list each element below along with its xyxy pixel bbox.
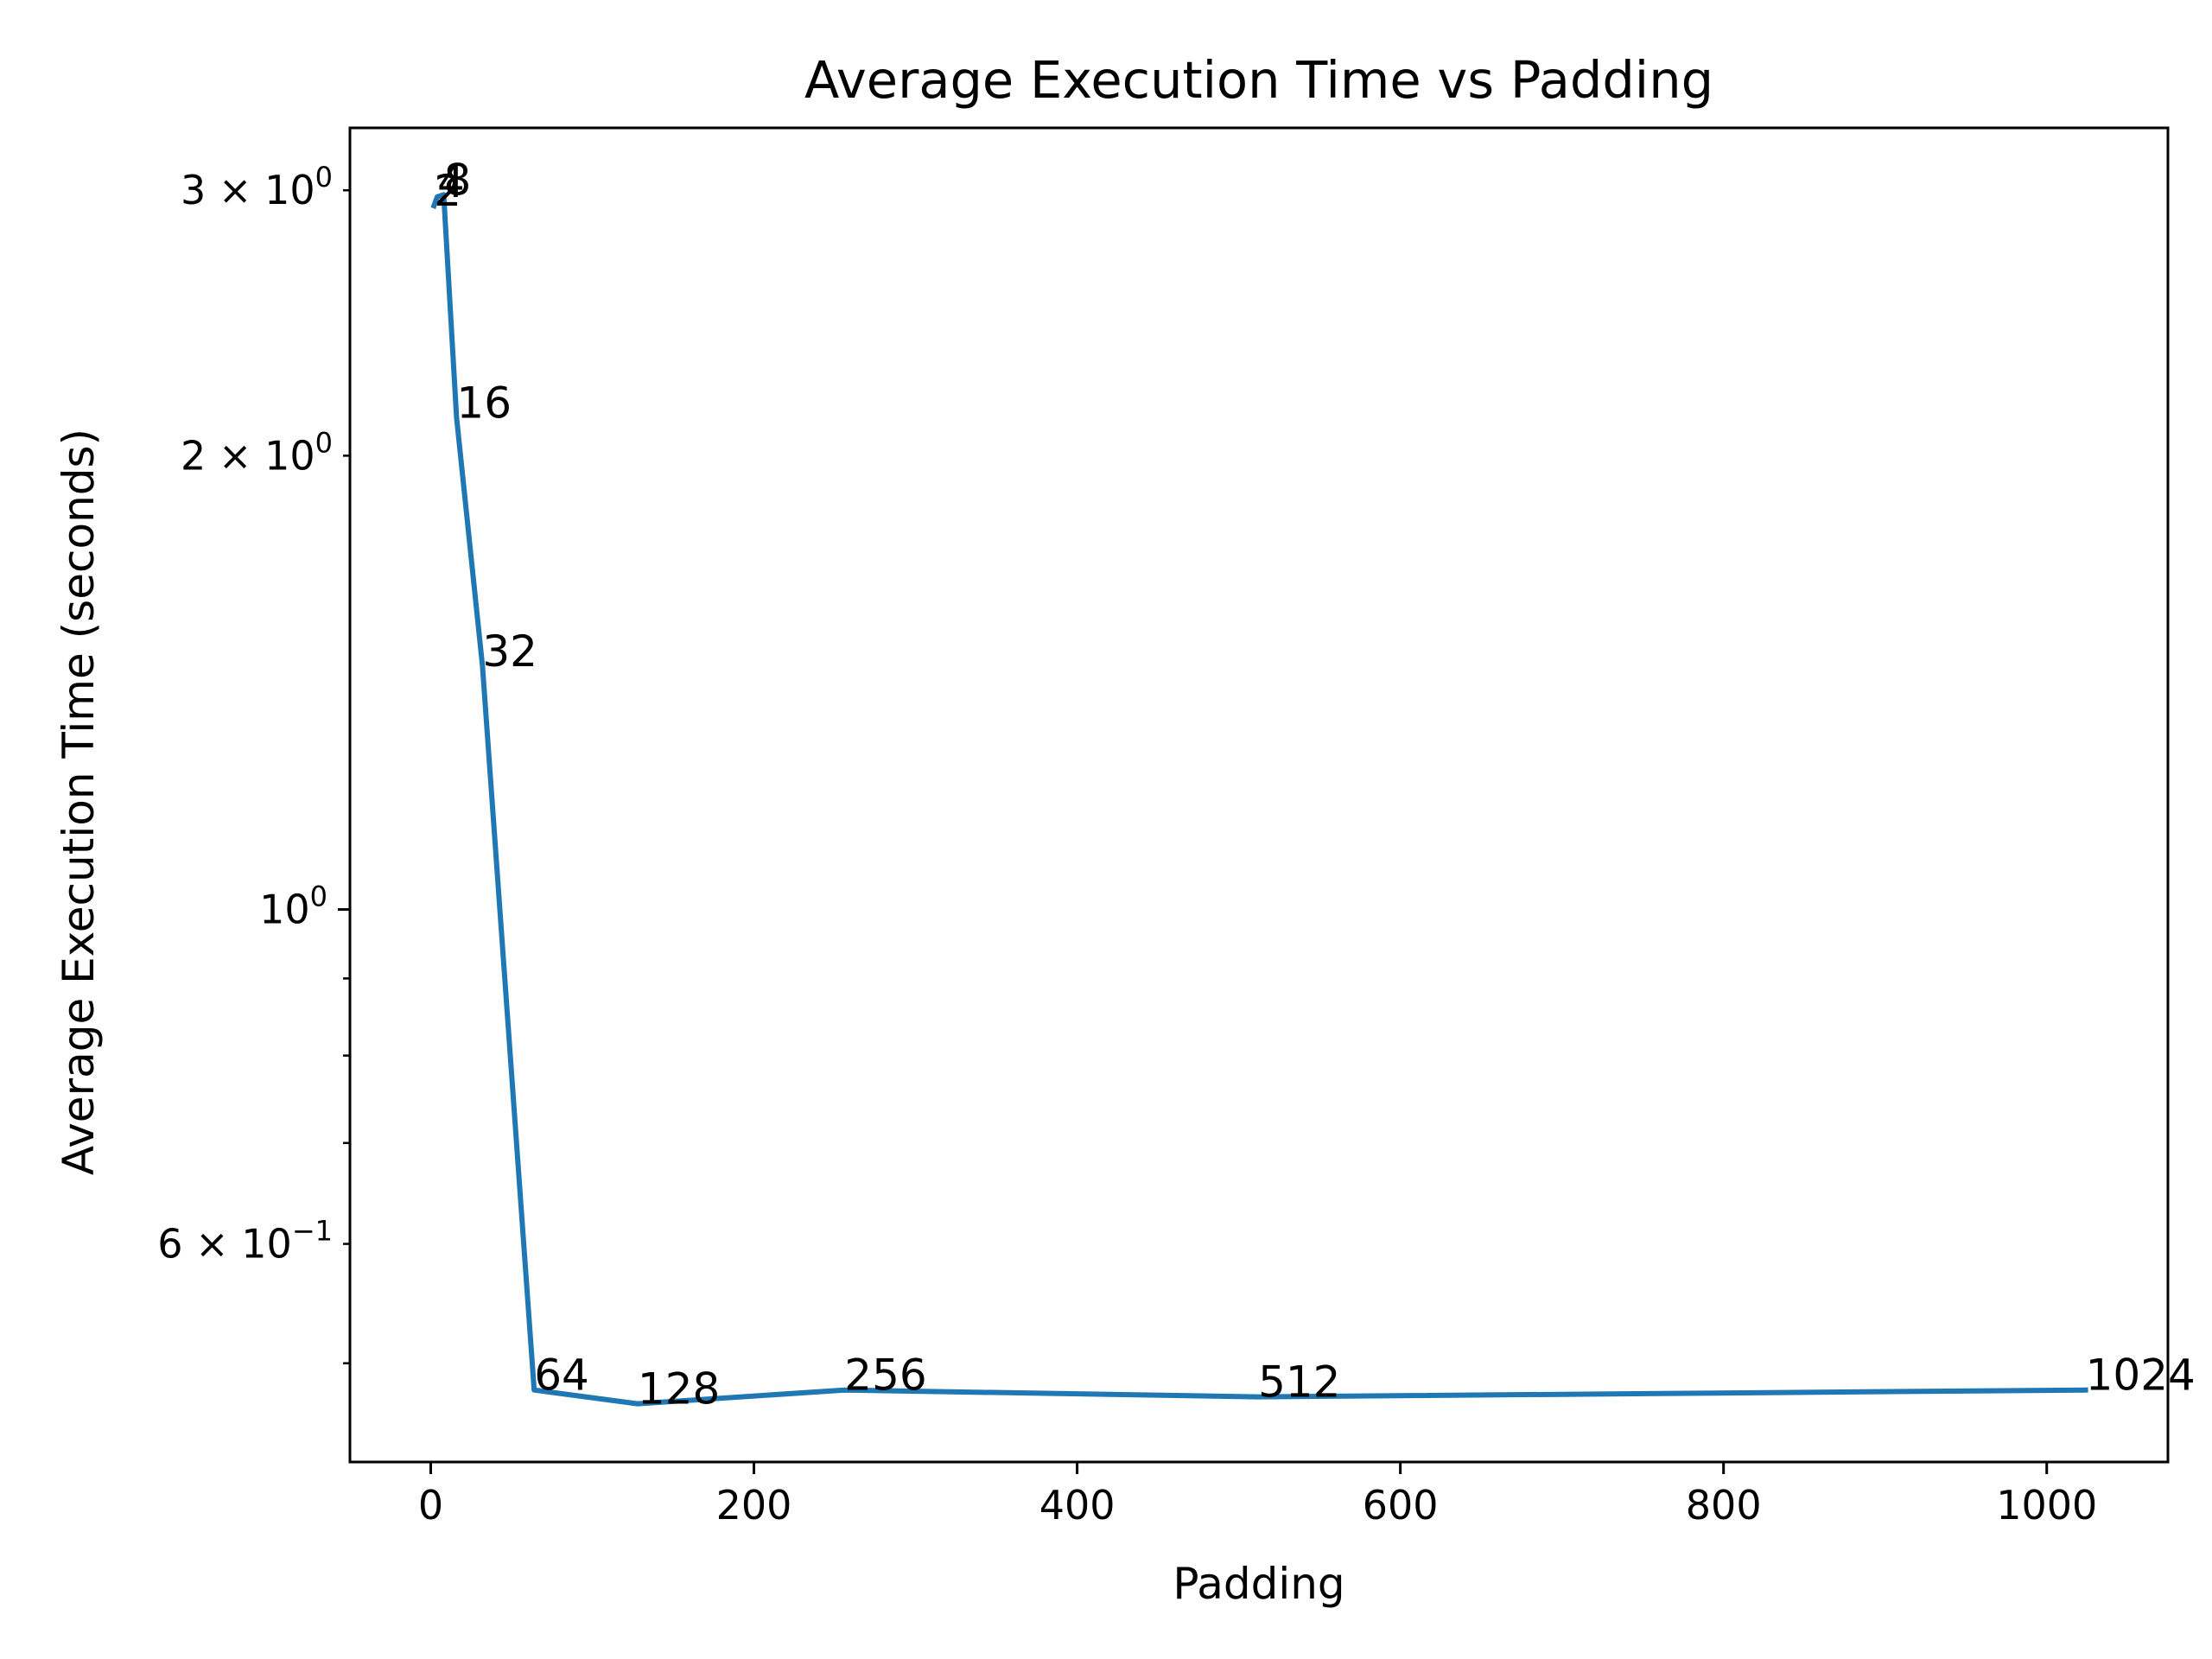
- y-axis-ticks: 100 6 × 10−1 2 × 100 3 × 100: [157, 161, 350, 1364]
- x-axis-label: Padding: [1173, 1559, 1344, 1609]
- point-labels: 248 16 32 64 128 256 512 1024: [434, 155, 2196, 1414]
- x-tick-label: 800: [1686, 1482, 1762, 1529]
- x-axis-ticks: 0 200 400 600 800 1000: [418, 1462, 2097, 1529]
- y-tick-label: 3 × 100: [181, 161, 333, 213]
- y-tick-label: 100: [259, 880, 327, 933]
- series-line: [430, 192, 2088, 1407]
- point-label: 16: [456, 378, 512, 428]
- x-tick-label: 600: [1363, 1482, 1439, 1529]
- point-label: 1024: [2086, 1351, 2196, 1401]
- x-tick-label: 200: [716, 1482, 792, 1529]
- y-axis-label: Average Execution Time (seconds): [54, 429, 104, 1175]
- x-tick-label: 400: [1039, 1482, 1116, 1529]
- x-tick-label: 0: [418, 1482, 443, 1529]
- point-label: 4: [437, 157, 465, 207]
- point-label: 32: [482, 626, 537, 677]
- chart-title: Average Execution Time vs Padding: [804, 50, 1713, 110]
- point-label: 8: [443, 155, 471, 205]
- series-layer: [430, 192, 2088, 1407]
- plot-frame: [348, 126, 2170, 1464]
- x-tick-label: 1000: [1996, 1482, 2097, 1529]
- point-label: 256: [844, 1351, 926, 1401]
- point-label: 64: [534, 1351, 589, 1401]
- point-label: 2: [434, 166, 461, 216]
- point-label: 128: [638, 1364, 720, 1414]
- y-tick-label: 2 × 100: [181, 426, 333, 479]
- point-label: 512: [1258, 1357, 1340, 1408]
- y-tick-label: 6 × 10−1: [157, 1215, 333, 1268]
